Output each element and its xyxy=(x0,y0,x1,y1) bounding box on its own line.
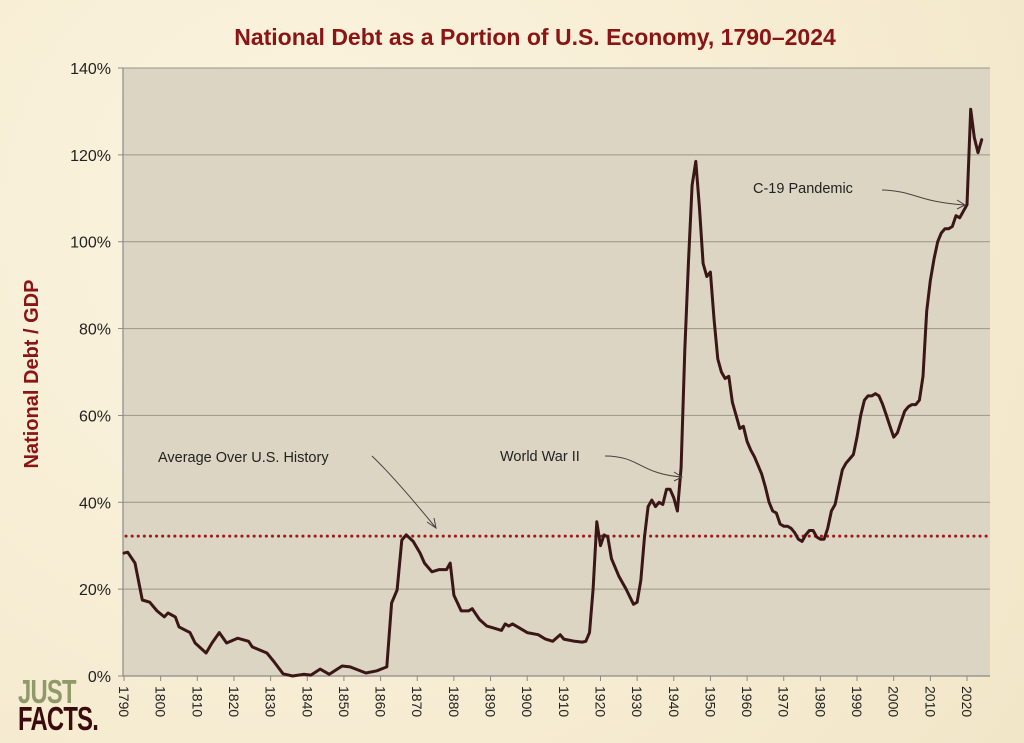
x-tick-label: 1840 xyxy=(299,686,315,717)
just-facts-logo: JUST FACTS. xyxy=(18,673,99,738)
x-tick-label: 1950 xyxy=(702,686,718,717)
x-tick-label: 2020 xyxy=(959,686,975,717)
annotation-average-arrow xyxy=(371,455,437,530)
logo-just: JUST xyxy=(18,673,77,710)
debt-gdp-line xyxy=(122,107,984,678)
x-tick-label: 2010 xyxy=(922,686,938,717)
x-tick-label: 1880 xyxy=(446,686,462,717)
y-tick-label: 0% xyxy=(88,669,111,686)
annotation-wwii: World War II xyxy=(500,449,684,482)
y-axis-label: National Debt / GDP xyxy=(21,280,43,469)
annotation-average: Average Over U.S. History xyxy=(158,450,437,530)
plot-area xyxy=(123,68,990,676)
y-tick-label: 80% xyxy=(79,322,111,339)
annotation-c19: C-19 Pandemic xyxy=(753,181,967,210)
y-tick-label: 60% xyxy=(79,408,111,425)
x-tick-label: 1980 xyxy=(812,686,828,717)
x-tick-label: 1820 xyxy=(226,686,242,717)
annotation-c19-text: C-19 Pandemic xyxy=(753,181,853,197)
x-tick-label: 1830 xyxy=(263,686,279,717)
x-tick-label: 2000 xyxy=(886,686,902,717)
annotation-c19-arrow xyxy=(881,189,967,210)
annotation-wwii-arrow xyxy=(604,455,684,482)
x-tick-label: 1900 xyxy=(519,686,535,717)
annotation-average-text: Average Over U.S. History xyxy=(158,450,329,466)
x-tick-label: 1800 xyxy=(153,686,169,717)
y-tick-label: 20% xyxy=(79,582,111,599)
y-tick-label: 140% xyxy=(70,61,111,78)
x-tick-label: 1960 xyxy=(739,686,755,717)
x-tick-label: 1810 xyxy=(189,686,205,717)
y-tick-label: 100% xyxy=(70,235,111,252)
x-tick-label: 1910 xyxy=(556,686,572,717)
x-tick-label: 1990 xyxy=(849,686,865,717)
logo-facts: FACTS. xyxy=(18,700,99,738)
y-tick-label: 120% xyxy=(70,148,111,165)
x-tick-label: 1860 xyxy=(373,686,389,717)
x-tick-label: 1930 xyxy=(629,686,645,717)
x-tick-label: 1870 xyxy=(409,686,425,717)
annotation-wwii-text: World War II xyxy=(500,449,580,465)
chart-title: National Debt as a Portion of U.S. Econo… xyxy=(234,24,836,50)
y-tick-label: 40% xyxy=(79,495,111,512)
x-tick-label: 1790 xyxy=(116,686,132,717)
x-tick-label: 1970 xyxy=(776,686,792,717)
x-tick-label: 1920 xyxy=(592,686,608,717)
x-tick-label: 1850 xyxy=(336,686,352,717)
x-tick-label: 1940 xyxy=(666,686,682,717)
x-tick-label: 1890 xyxy=(483,686,499,717)
